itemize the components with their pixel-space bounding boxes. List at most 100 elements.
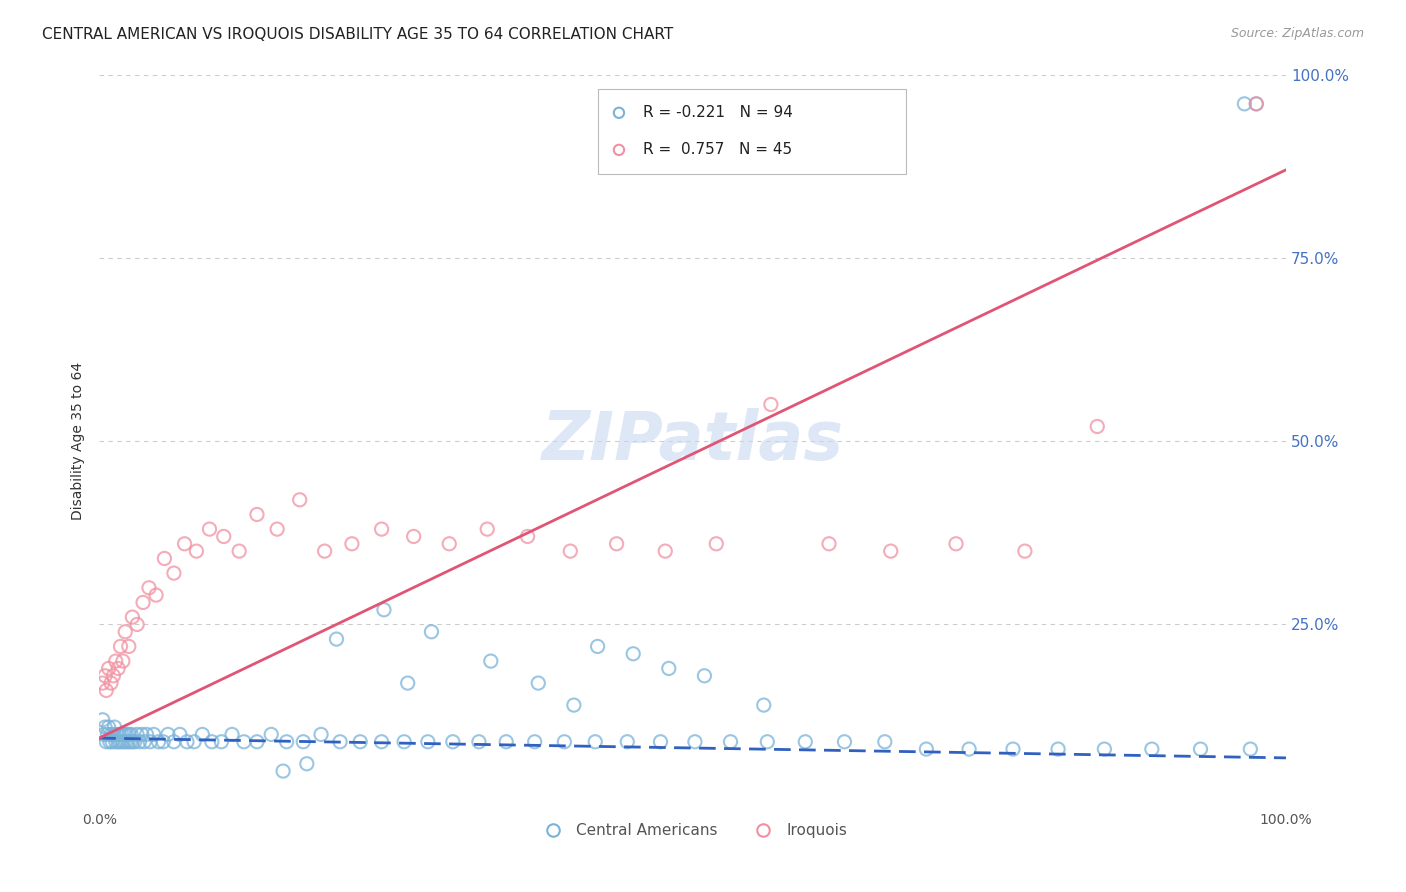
Point — [97, 720, 120, 734]
Point — [121, 735, 143, 749]
Legend: Central Americans, Iroquois: Central Americans, Iroquois — [531, 817, 853, 844]
Point — [834, 735, 856, 749]
Point — [100, 676, 122, 690]
Point — [212, 529, 235, 543]
Point — [98, 735, 121, 749]
Point — [105, 727, 128, 741]
Point — [176, 735, 198, 749]
Point — [288, 492, 311, 507]
Point — [756, 735, 779, 749]
Point — [420, 624, 443, 639]
Point — [132, 595, 155, 609]
Point — [112, 727, 135, 741]
Point — [752, 698, 775, 712]
Point — [621, 647, 644, 661]
Point — [583, 735, 606, 749]
Point — [650, 735, 672, 749]
Point — [114, 624, 136, 639]
Point — [101, 735, 124, 749]
Point — [186, 544, 208, 558]
Point — [148, 735, 170, 749]
Point — [441, 735, 464, 749]
Point — [329, 735, 352, 749]
Point — [276, 735, 298, 749]
Point — [562, 698, 585, 712]
Point — [957, 742, 980, 756]
Point — [340, 537, 363, 551]
Point — [468, 735, 491, 749]
Text: R =  0.757   N = 45: R = 0.757 N = 45 — [643, 143, 792, 157]
Point — [96, 727, 118, 741]
Point — [818, 537, 841, 551]
Point — [127, 617, 149, 632]
Text: R = -0.221   N = 94: R = -0.221 N = 94 — [643, 105, 793, 120]
Point — [94, 669, 117, 683]
Point — [658, 661, 681, 675]
Point — [1140, 742, 1163, 756]
Point — [402, 529, 425, 543]
Point — [96, 683, 118, 698]
Point — [135, 727, 157, 741]
Point — [96, 735, 118, 749]
Point — [516, 529, 538, 543]
Point — [228, 544, 250, 558]
Point — [246, 735, 269, 749]
Point — [103, 669, 125, 683]
Point — [100, 727, 122, 741]
Point — [103, 727, 125, 741]
Point — [477, 522, 499, 536]
Y-axis label: Disability Age 35 to 64: Disability Age 35 to 64 — [72, 362, 86, 520]
Point — [527, 676, 550, 690]
Point — [127, 727, 149, 741]
Point — [373, 603, 395, 617]
Point — [110, 735, 132, 749]
Point — [118, 640, 141, 654]
Point — [145, 588, 167, 602]
Point — [107, 735, 129, 749]
Point — [163, 735, 186, 749]
Point — [523, 735, 546, 749]
Point — [495, 735, 517, 749]
Point — [104, 735, 127, 749]
Point — [103, 720, 125, 734]
Point — [111, 735, 134, 749]
Point — [1239, 742, 1261, 756]
Point — [107, 661, 129, 675]
Point — [1246, 96, 1268, 111]
Point — [118, 727, 141, 741]
Point — [108, 727, 131, 741]
Point — [266, 522, 288, 536]
Point — [94, 720, 117, 734]
Point — [118, 735, 141, 749]
Point — [683, 735, 706, 749]
Point — [114, 735, 136, 749]
Text: Source: ZipAtlas.com: Source: ZipAtlas.com — [1230, 27, 1364, 40]
Point — [616, 735, 638, 749]
Point — [134, 735, 156, 749]
Point — [553, 735, 575, 749]
Point — [271, 764, 294, 778]
Point — [115, 727, 138, 741]
Point — [209, 735, 232, 749]
Point — [156, 727, 179, 741]
Point — [93, 727, 115, 741]
Point — [586, 640, 609, 654]
Point — [654, 544, 676, 558]
Point — [314, 544, 336, 558]
Point — [139, 735, 162, 749]
Point — [1001, 742, 1024, 756]
Point — [704, 537, 727, 551]
Point — [142, 727, 165, 741]
Point — [173, 537, 195, 551]
Point — [309, 727, 332, 741]
Point — [111, 727, 134, 741]
Text: ZIPatlas: ZIPatlas — [541, 409, 844, 475]
Point — [392, 735, 415, 749]
Point — [295, 756, 318, 771]
Point — [873, 735, 896, 749]
Point — [1246, 96, 1268, 111]
Point — [117, 735, 139, 749]
Point — [183, 735, 205, 749]
Point — [759, 397, 782, 411]
Point — [1189, 742, 1212, 756]
